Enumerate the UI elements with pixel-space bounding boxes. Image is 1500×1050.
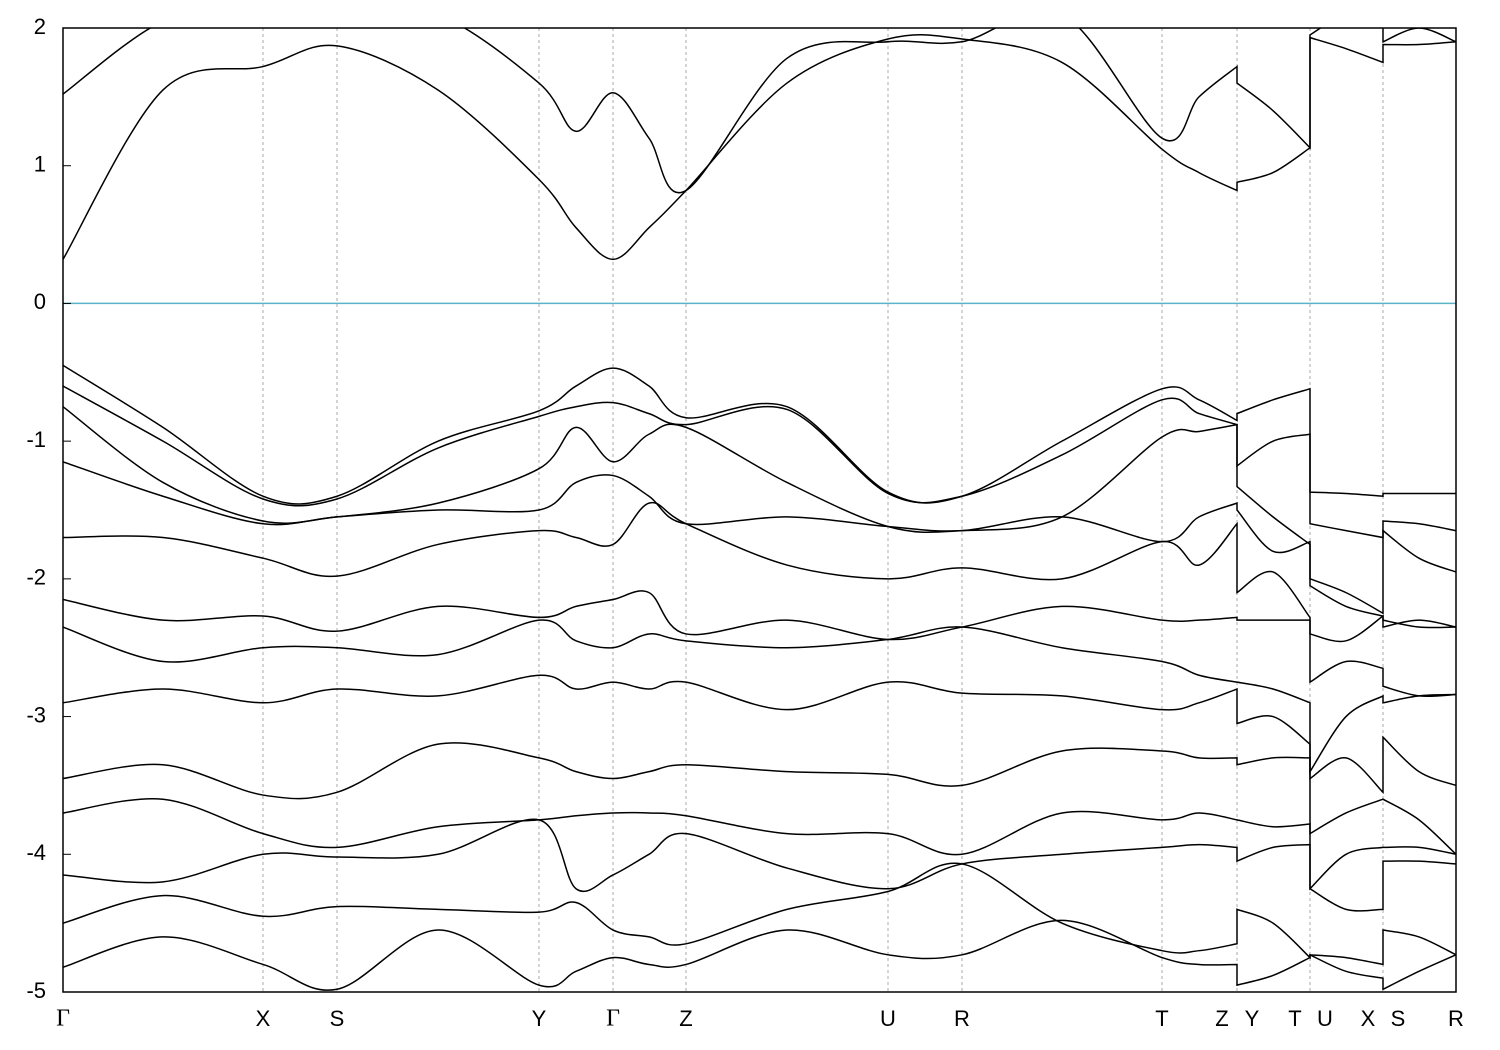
band-line	[63, 461, 1456, 628]
y-tick-label: -2	[26, 565, 46, 590]
plot-frame	[62, 27, 1457, 993]
labels: 210-1-2-3-4-5Γ X S Y Γ Z U R T Z Y T U X S R	[26, 14, 1464, 1032]
band-line	[63, 28, 1456, 194]
x-tick-label: S	[330, 1006, 345, 1031]
x-tick-label: X	[1361, 1006, 1376, 1031]
y-tick-label: -4	[26, 840, 46, 865]
band-line	[63, 742, 1456, 855]
x-tick-label: Y	[1245, 1006, 1260, 1031]
x-tick-label: U	[880, 1006, 896, 1031]
x-tick-label: T	[1155, 1006, 1168, 1031]
x-tick-label: X	[256, 1006, 271, 1031]
band-line	[63, 385, 1456, 539]
band-line	[63, 364, 1456, 505]
band-line	[63, 406, 1456, 615]
y-tick-label: -3	[26, 702, 46, 727]
x-tick-label: U	[1317, 1006, 1333, 1031]
x-tick-label: R	[1448, 1006, 1464, 1031]
y-tick-label: -1	[26, 427, 46, 452]
y-tick-label: 1	[34, 152, 46, 177]
band-line	[63, 862, 1456, 966]
y-tick-label: -5	[26, 978, 46, 1003]
x-tick-label: Γ	[606, 1006, 620, 1032]
x-tick-label: R	[954, 1006, 970, 1031]
x-tick-label: Z	[1215, 1006, 1228, 1031]
band-line	[63, 33, 1456, 261]
band-line	[63, 590, 1456, 698]
x-tick-label: S	[1391, 1006, 1406, 1031]
band-line	[63, 619, 1456, 775]
x-tick-label: Y	[532, 1006, 547, 1031]
band-line	[63, 797, 1456, 891]
x-tick-label: Γ	[56, 1006, 70, 1032]
y-tick-label: 2	[34, 14, 46, 39]
bands	[63, 28, 1456, 991]
band-line	[63, 818, 1456, 912]
x-tick-label: T	[1288, 1006, 1301, 1031]
y-tick-label: 0	[34, 289, 46, 314]
band-line	[63, 674, 1456, 795]
x-tick-label: Z	[679, 1006, 692, 1031]
band-line	[63, 919, 1456, 991]
